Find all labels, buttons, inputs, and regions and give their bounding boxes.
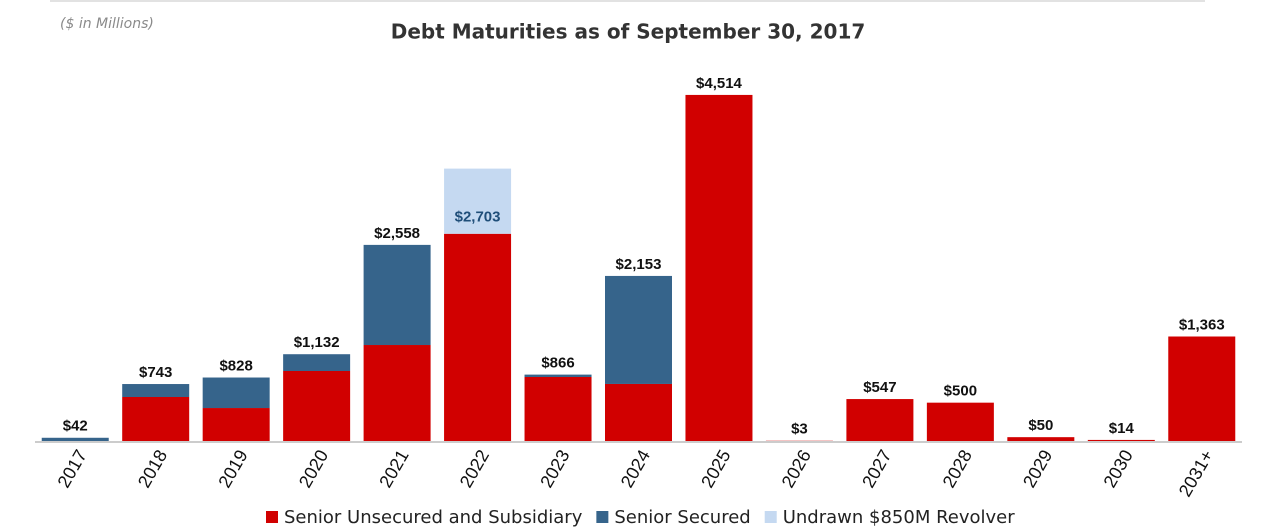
total-label: $866 <box>541 355 574 372</box>
bar-segment <box>283 354 351 372</box>
x-tick-label: 2020 <box>295 446 332 491</box>
legend-label: Senior Secured <box>614 507 750 528</box>
x-tick-label: 2018 <box>134 446 171 491</box>
bar-segment <box>444 233 512 441</box>
x-tick-label: 2030 <box>1100 446 1137 491</box>
total-label: $1,363 <box>1179 316 1225 333</box>
bar-segment <box>1087 439 1155 441</box>
total-label: $2,558 <box>374 225 420 242</box>
x-tick-label: 2027 <box>858 446 895 491</box>
x-tick-label: 2022 <box>456 446 493 491</box>
legend-swatch <box>266 511 278 523</box>
total-label: $547 <box>863 379 896 396</box>
chart-title: Debt Maturities as of September 30, 2017 <box>391 20 866 44</box>
total-label: $14 <box>1109 420 1135 437</box>
x-tick-label: 2026 <box>778 446 815 491</box>
bar-segment <box>685 94 753 441</box>
bar-segment <box>363 244 431 346</box>
total-label: $828 <box>219 357 252 374</box>
total-label: $2,153 <box>616 256 662 273</box>
x-tick-label: 2019 <box>214 446 251 491</box>
x-tick-label: 2017 <box>53 446 90 491</box>
bar-segment <box>444 168 512 234</box>
x-tick-label: 2021 <box>375 446 412 491</box>
legend-label: Senior Unsecured and Subsidiary <box>284 507 583 528</box>
subtitle: ($ in Millions) <box>60 16 154 32</box>
x-tick-label: 2023 <box>536 446 573 491</box>
legend-swatch <box>764 511 777 523</box>
total-label: $2,703 <box>455 209 501 226</box>
x-tick-label: 2025 <box>697 446 734 491</box>
total-label: $500 <box>944 383 977 400</box>
bar-segment <box>1168 336 1236 441</box>
total-label: $4,514 <box>696 75 743 92</box>
x-tick-label: 2031+ <box>1175 446 1218 500</box>
bar-segment <box>283 371 351 441</box>
x-tick-label: 2028 <box>939 446 976 491</box>
total-label: $42 <box>63 418 88 435</box>
total-label: $50 <box>1028 417 1053 434</box>
bar-segment <box>122 396 190 441</box>
bar-segment <box>202 408 270 441</box>
x-tick-label: 2024 <box>617 446 654 491</box>
bar-segment <box>524 376 592 441</box>
bar-segment <box>524 374 592 377</box>
legend-swatch <box>596 511 609 523</box>
total-label: $3 <box>791 421 808 438</box>
x-tick-label: 2029 <box>1019 446 1056 491</box>
bar-segment <box>926 402 994 441</box>
bar-segment <box>122 384 190 397</box>
bar-segment <box>605 383 672 441</box>
legend-label: Undrawn $850M Revolver <box>783 507 1016 528</box>
bar-segment <box>605 275 672 384</box>
total-label: $1,132 <box>294 334 340 351</box>
total-label: $743 <box>139 364 172 381</box>
bar-segment <box>202 377 270 409</box>
bar-segment <box>846 399 914 441</box>
bar-segment <box>41 437 109 441</box>
bar-segment <box>1007 437 1075 441</box>
bar-segment <box>363 345 431 441</box>
